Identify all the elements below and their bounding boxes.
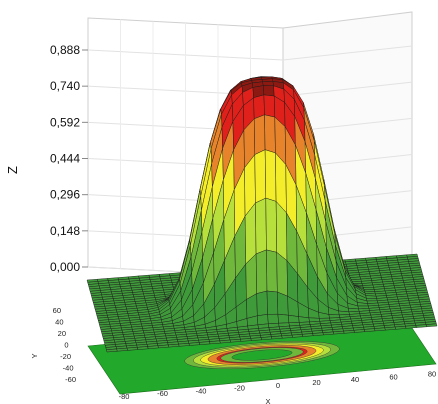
surface-patch xyxy=(198,341,211,345)
x-axis-ticks: -80 -60 -40 -20 0 20 40 60 80 xyxy=(119,370,437,401)
surface-patch xyxy=(265,197,277,253)
x-tick-label: 0 xyxy=(276,381,280,390)
surface-patch xyxy=(126,347,139,351)
y-axis-label: Y xyxy=(30,353,39,358)
surface-patch xyxy=(271,335,283,340)
surface-patch xyxy=(209,340,221,345)
z-tick-label: 0,000 xyxy=(50,260,80,274)
surface-patch xyxy=(229,338,242,343)
surface-patch xyxy=(266,290,279,315)
surface-patch xyxy=(157,344,170,349)
y-tick-label: -60 xyxy=(65,375,76,384)
x-tick-label: -80 xyxy=(119,392,130,401)
x-tick-label: 20 xyxy=(312,378,320,387)
surface-patch xyxy=(266,249,278,293)
surface-patch xyxy=(250,337,262,341)
x-axis-label: X xyxy=(265,397,270,404)
z-tick-label: 0,444 xyxy=(50,152,80,166)
y-tick-label: 60 xyxy=(53,306,61,315)
surface-patch xyxy=(178,343,190,347)
z-axis-ticks: 0,000 0,148 0,296 0,444 0,592 0,740 0,888 xyxy=(50,43,88,274)
x-tick-label: -60 xyxy=(157,389,168,398)
x-tick-label: 80 xyxy=(428,370,436,379)
floor-core xyxy=(231,349,293,361)
x-tick-label: -40 xyxy=(196,386,207,395)
surface-patch xyxy=(255,197,267,255)
y-axis-ticks: 60 40 20 0 -20 -40 -60 xyxy=(53,306,76,384)
surface-patch xyxy=(254,149,267,204)
surface-patch xyxy=(363,328,376,332)
y-tick-label: 20 xyxy=(58,329,66,338)
x-tick-label: -20 xyxy=(234,384,245,393)
surface-patch xyxy=(425,323,438,328)
surface-patch xyxy=(291,334,304,338)
surface-patch xyxy=(343,330,355,334)
surface-patch xyxy=(277,313,290,324)
surface-mesh xyxy=(86,76,438,353)
surface-patch xyxy=(253,114,266,155)
surface-patch xyxy=(312,332,324,336)
surface-patch xyxy=(262,81,274,87)
surface-patch xyxy=(263,85,275,97)
surface-patch xyxy=(365,295,377,299)
surface-patch xyxy=(405,325,417,329)
surface-patch xyxy=(116,347,128,352)
y-tick-label: -40 xyxy=(63,364,74,373)
surface-patch xyxy=(264,114,276,154)
surface-patch xyxy=(137,346,149,350)
surface-patch xyxy=(264,149,277,202)
surface-patch xyxy=(333,330,345,335)
y-tick-label: 0 xyxy=(64,341,68,350)
y-tick-label: -20 xyxy=(60,352,71,361)
surface-patch xyxy=(281,334,293,339)
z-tick-label: 0,148 xyxy=(50,224,80,238)
surface-patch xyxy=(256,290,268,317)
surface-patch xyxy=(240,338,252,342)
surface-patch xyxy=(168,343,180,348)
surface-patch xyxy=(374,327,386,332)
surface-patch xyxy=(415,324,427,328)
x-tick-label: 40 xyxy=(351,375,359,384)
z-tick-label: 0,740 xyxy=(50,79,80,93)
surface-patch xyxy=(288,314,300,324)
surface-patch xyxy=(263,94,276,118)
z-tick-label: 0,888 xyxy=(50,43,80,57)
surface-patch xyxy=(384,326,397,331)
surface-patch xyxy=(298,316,310,323)
x-tick-label: 60 xyxy=(389,372,397,381)
z-tick-label: 0,296 xyxy=(50,188,80,202)
surface-patch xyxy=(366,298,378,302)
z-gridline-side xyxy=(282,81,413,97)
z-axis-label: Z xyxy=(5,166,20,174)
surface-patch xyxy=(322,331,335,336)
surface-patch xyxy=(267,313,279,325)
floor-contour-map xyxy=(87,315,437,395)
z-gridline-side xyxy=(282,45,413,61)
z-tick-label: 0,592 xyxy=(50,115,80,129)
surface-patch xyxy=(257,314,269,326)
surface-patch xyxy=(255,249,268,294)
y-tick-label: 40 xyxy=(55,318,63,327)
